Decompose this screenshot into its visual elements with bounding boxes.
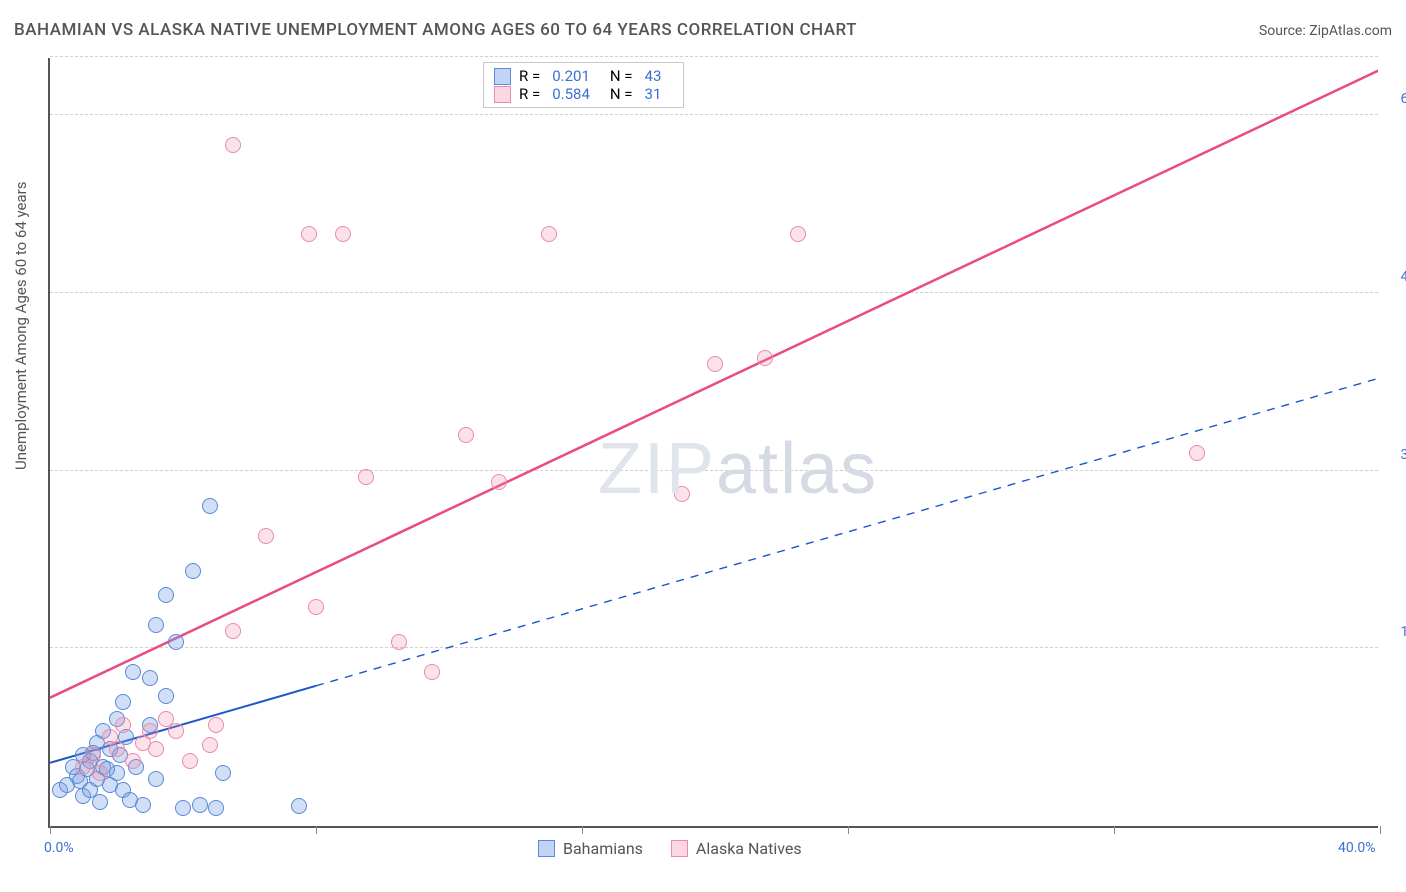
data-point [135, 797, 151, 813]
data-point [757, 350, 773, 366]
data-point [92, 765, 108, 781]
data-point [175, 800, 191, 816]
data-point [790, 226, 806, 242]
legend-swatch [494, 86, 511, 103]
data-point [125, 664, 141, 680]
data-point [358, 469, 374, 485]
n-value: 31 [645, 85, 662, 103]
data-point [115, 717, 131, 733]
data-point [291, 798, 307, 814]
n-value: 43 [645, 67, 662, 85]
y-tick-label: 15.0% [1400, 624, 1406, 640]
data-point [92, 794, 108, 810]
n-label: N = [610, 67, 633, 85]
data-point [391, 634, 407, 650]
data-point [225, 623, 241, 639]
data-point [142, 670, 158, 686]
gridline [50, 647, 1378, 648]
data-point [215, 765, 231, 781]
data-point [301, 226, 317, 242]
gridline [50, 56, 1378, 57]
data-point [182, 753, 198, 769]
data-point [308, 599, 324, 615]
data-point [192, 797, 208, 813]
legend-item: Alaska Natives [671, 839, 802, 858]
x-tick [582, 826, 583, 834]
n-label: N = [610, 85, 633, 103]
data-point [424, 664, 440, 680]
data-point [125, 753, 141, 769]
data-point [158, 688, 174, 704]
r-label: R = [519, 85, 540, 103]
data-point [707, 356, 723, 372]
chart-title: BAHAMIAN VS ALASKA NATIVE UNEMPLOYMENT A… [14, 20, 857, 40]
y-tick-label: 30.0% [1400, 447, 1406, 463]
x-tick [50, 826, 51, 834]
data-point [208, 717, 224, 733]
data-point [258, 528, 274, 544]
x-tick-label: 0.0% [44, 840, 74, 856]
data-point [458, 427, 474, 443]
plot-area: 15.0%30.0%45.0%60.0%0.0%40.0% ZIPatlas R… [48, 58, 1378, 828]
source-label: Source: ZipAtlas.com [1259, 23, 1392, 39]
x-tick-label: 40.0% [1338, 840, 1376, 856]
legend-row: R = 0.201 N = 43 [494, 67, 673, 85]
data-point [148, 741, 164, 757]
legend-item: Bahamians [538, 839, 643, 858]
gridline [50, 292, 1378, 293]
x-tick [1380, 826, 1381, 834]
legend-label: Alaska Natives [696, 839, 802, 858]
data-point [148, 617, 164, 633]
data-point [225, 137, 241, 153]
data-point [85, 747, 101, 763]
trendlines [50, 58, 1378, 826]
data-point [109, 741, 125, 757]
r-label: R = [519, 67, 540, 85]
data-point [158, 587, 174, 603]
data-point [142, 723, 158, 739]
data-point [1189, 445, 1205, 461]
gridline [50, 470, 1378, 471]
data-point [541, 226, 557, 242]
data-point [491, 474, 507, 490]
legend-row: R = 0.584 N = 31 [494, 85, 673, 103]
data-point [148, 771, 164, 787]
legend-label: Bahamians [563, 839, 643, 858]
r-value: 0.201 [552, 67, 590, 85]
legend-swatch [671, 840, 688, 857]
r-value: 0.584 [552, 85, 590, 103]
data-point [335, 226, 351, 242]
series-legend: Bahamians Alaska Natives [538, 839, 802, 858]
x-tick [1114, 826, 1115, 834]
data-point [115, 694, 131, 710]
data-point [674, 486, 690, 502]
data-point [185, 563, 201, 579]
data-point [202, 498, 218, 514]
x-tick [316, 826, 317, 834]
data-point [202, 737, 218, 753]
data-point [208, 800, 224, 816]
y-tick-label: 60.0% [1400, 91, 1406, 107]
x-tick [848, 826, 849, 834]
legend-swatch [538, 840, 555, 857]
legend-swatch [494, 68, 511, 85]
gridline [50, 114, 1378, 115]
correlation-legend: R = 0.201 N = 43 R = 0.584 N = 31 [483, 62, 684, 108]
data-point [168, 634, 184, 650]
y-tick-label: 45.0% [1400, 269, 1406, 285]
data-point [168, 723, 184, 739]
y-axis-label: Unemployment Among Ages 60 to 64 years [12, 182, 30, 470]
